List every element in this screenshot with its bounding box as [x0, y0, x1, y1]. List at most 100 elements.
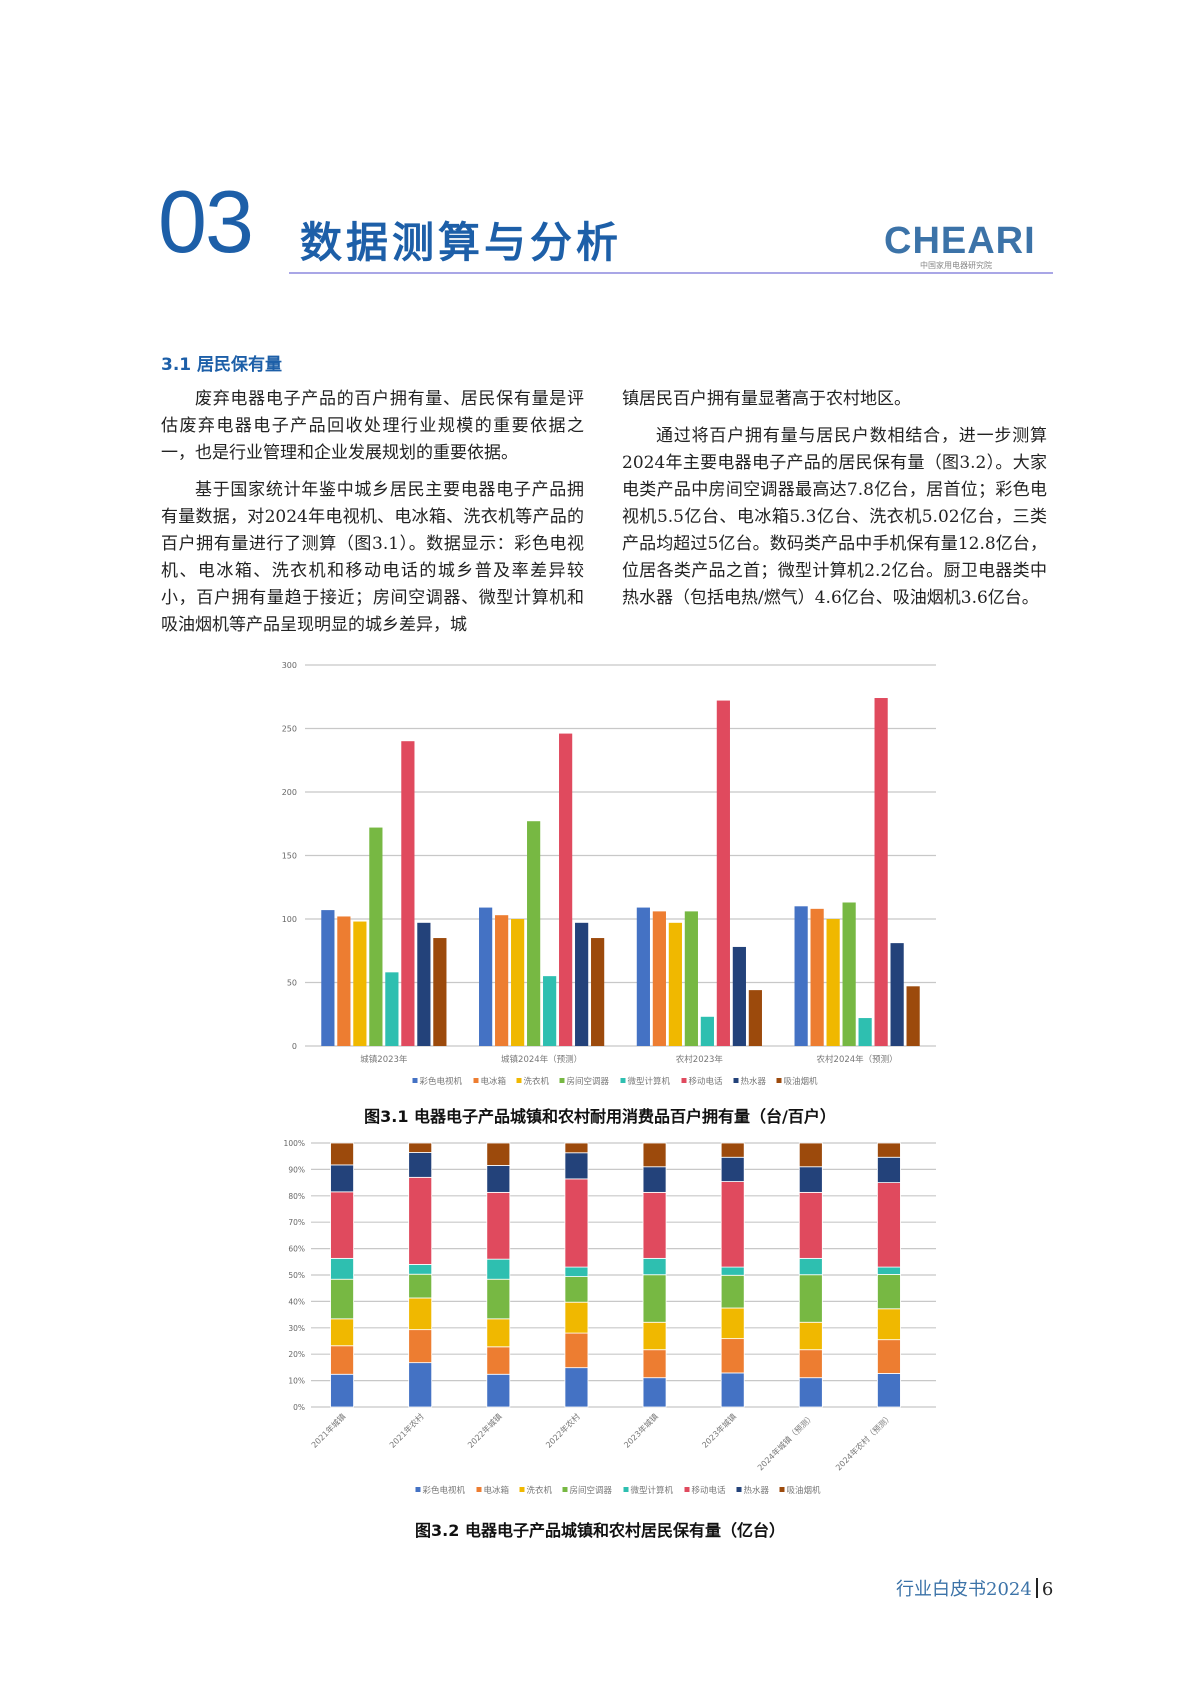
stacked-segment — [408, 1264, 433, 1275]
stacked-segment — [642, 1321, 667, 1351]
stacked-segment — [720, 1372, 745, 1408]
legend-swatch — [519, 1487, 525, 1492]
legend-swatch — [559, 1078, 565, 1083]
bar — [906, 986, 920, 1046]
legend-swatch — [684, 1487, 690, 1492]
stacked-segment — [486, 1142, 511, 1166]
stacked-segment — [486, 1258, 511, 1280]
bar — [433, 938, 447, 1046]
stacked-segment — [642, 1274, 667, 1323]
bar — [321, 910, 335, 1046]
bar — [668, 922, 682, 1046]
x-tick-label: 2021年农村 — [387, 1411, 425, 1449]
stacked-segment — [720, 1181, 745, 1268]
stacked-segment — [720, 1156, 745, 1182]
x-tick-label: 2022年城镇 — [465, 1411, 503, 1449]
stacked-segment — [408, 1362, 433, 1408]
bar — [527, 821, 541, 1046]
legend-label: 彩色电视机 — [423, 1485, 466, 1496]
logo-text: CHEARI — [884, 220, 1036, 262]
stacked-segment — [642, 1257, 667, 1276]
paragraph: 基于国家统计年鉴中城乡居民主要电器电子产品拥有量数据，对2024年电视机、电冰箱… — [161, 480, 584, 635]
legend-label: 洗衣机 — [527, 1485, 553, 1496]
stacked-segment — [642, 1142, 667, 1168]
legend-swatch — [412, 1078, 418, 1083]
stacked-segment — [798, 1257, 823, 1276]
x-tick-label: 2022年农村 — [543, 1411, 581, 1449]
stacked-segment — [330, 1345, 354, 1375]
legend-swatch — [623, 1487, 629, 1492]
y-tick-label: 10% — [288, 1377, 305, 1386]
paragraph: 镇居民百户拥有量显著高于农村地区。 — [622, 389, 911, 409]
stacked-segment — [877, 1308, 901, 1341]
y-tick-label: 250 — [282, 725, 297, 734]
stacked-segment — [486, 1346, 511, 1375]
legend-label: 房间空调器 — [567, 1076, 610, 1087]
stacked-segment — [564, 1367, 589, 1408]
legend-swatch — [415, 1487, 421, 1492]
page-footer: 行业白皮书2024 6 — [896, 1575, 1053, 1601]
bar — [874, 698, 888, 1046]
stacked-segment — [486, 1191, 511, 1260]
stacked-segment — [564, 1142, 589, 1154]
stacked-segment — [798, 1142, 823, 1168]
stacked-segment — [798, 1321, 823, 1351]
chapter-number: 03 — [158, 172, 254, 271]
stacked-segment — [564, 1152, 589, 1180]
stacked-segment — [330, 1164, 354, 1193]
stacked-segment — [564, 1178, 589, 1268]
stacked-segment — [877, 1182, 901, 1268]
footer-title: 行业白皮书2024 — [896, 1579, 1032, 1600]
bar — [748, 990, 762, 1046]
legend-swatch — [516, 1078, 522, 1083]
bar — [353, 921, 367, 1046]
y-tick-label: 100% — [284, 1139, 305, 1148]
x-tick-label: 2024年城镇（预测） — [755, 1411, 816, 1472]
paragraph: 废弃电器电子产品的百户拥有量、居民保有量是评估废弃电器电子产品回收处理行业规模的… — [161, 389, 584, 463]
chapter-title: 数据测算与分析 — [300, 218, 623, 267]
x-tick-label: 农村2023年 — [676, 1054, 724, 1065]
stacked-segment — [642, 1191, 667, 1259]
bar — [684, 911, 698, 1046]
stacked-segment — [877, 1373, 901, 1408]
right-column: 镇居民百户拥有量显著高于农村地区。 通过将百户拥有量与居民户数相结合，进一步测算… — [622, 386, 1047, 622]
stacked-segment — [408, 1142, 433, 1153]
stacked-segment — [486, 1278, 511, 1320]
legend-label: 电冰箱 — [484, 1485, 510, 1496]
legend-label: 热水器 — [744, 1485, 770, 1496]
x-tick-label: 城镇2024年（预测） — [501, 1054, 582, 1065]
stacked-segment — [486, 1318, 511, 1348]
logo-subtext: 中国家用电器研究院 — [920, 261, 992, 270]
legend-swatch — [473, 1078, 479, 1083]
legend-label: 房间空调器 — [570, 1485, 613, 1496]
stacked-segment — [720, 1142, 745, 1158]
bar — [858, 1018, 872, 1046]
x-tick-label: 2024年农村（预测） — [833, 1411, 894, 1472]
bar — [495, 915, 509, 1046]
x-tick-label: 农村2024年（预测） — [817, 1054, 898, 1065]
stacked-segment — [564, 1332, 589, 1369]
stacked-segment — [798, 1349, 823, 1379]
y-tick-label: 60% — [288, 1245, 305, 1254]
left-column: 废弃电器电子产品的百户拥有量、居民保有量是评估废弃电器电子产品回收处理行业规模的… — [161, 386, 584, 649]
bar — [337, 916, 351, 1046]
stacked-segment — [330, 1142, 354, 1166]
y-tick-label: 20% — [288, 1350, 305, 1359]
stacked-segment — [564, 1276, 589, 1303]
legend-swatch — [779, 1487, 785, 1492]
stacked-segment — [720, 1274, 745, 1309]
y-tick-label: 80% — [288, 1192, 305, 1201]
bar — [636, 907, 650, 1046]
footer-divider — [1035, 1578, 1038, 1598]
stacked-segment — [408, 1297, 433, 1331]
stacked-segment — [642, 1349, 667, 1379]
stacked-segment — [798, 1166, 823, 1193]
stacked-segment — [330, 1191, 354, 1259]
bar — [479, 907, 493, 1046]
stacked-segment — [408, 1273, 433, 1299]
bar — [794, 906, 808, 1046]
stacked-segment — [798, 1377, 823, 1408]
y-tick-label: 40% — [288, 1297, 305, 1306]
legend-label: 热水器 — [741, 1076, 767, 1087]
stacked-segment — [720, 1266, 745, 1276]
